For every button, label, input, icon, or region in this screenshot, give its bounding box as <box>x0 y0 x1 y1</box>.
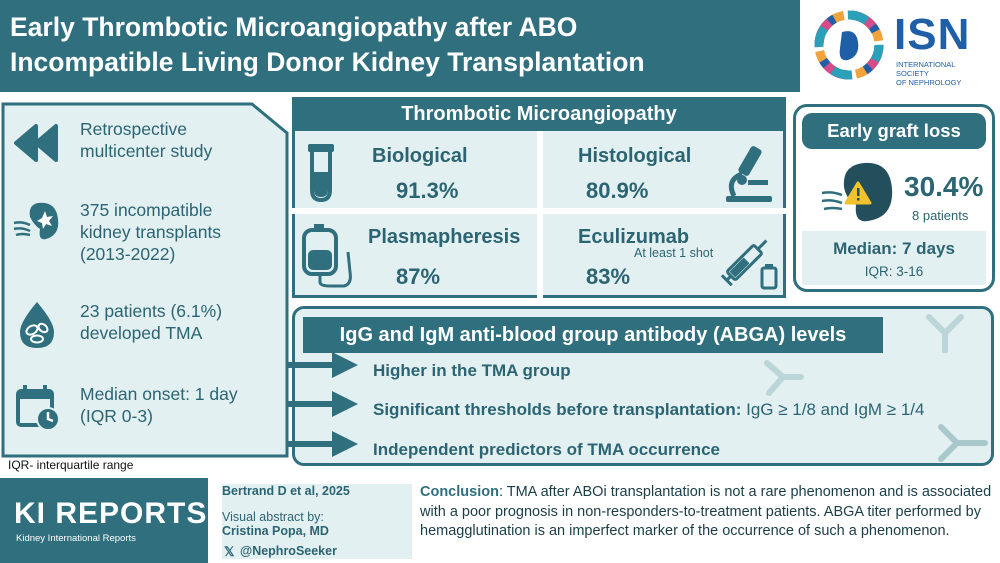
header-banner: Early Thrombotic Microangiopathy after A… <box>0 0 1000 92</box>
antibody-icon <box>764 360 804 396</box>
author-handle[interactable]: @NephroSeeker <box>240 544 337 558</box>
visual-abstract-by: Visual abstract by: <box>222 510 324 524</box>
abga-arrows <box>288 352 358 457</box>
histological-label: Histological <box>578 145 692 167</box>
eculizumab-value: 83% <box>586 264 631 289</box>
left-item-line: Median onset: 1 day <box>80 384 238 404</box>
graft-loss-percent: 30.4% <box>904 171 984 202</box>
eculizumab-label: Eculizumab <box>578 226 690 248</box>
citation: Bertrand D et al, 2025 <box>222 484 350 498</box>
arrow-icon <box>288 431 358 457</box>
left-item-onset: Median onset: 1 day (IQR 0-3) <box>12 383 238 433</box>
abga-title: IgG and IgM anti-blood group antibody (A… <box>303 317 883 353</box>
conclusion-label: Conclusion <box>420 484 499 500</box>
abga-row-3-text: Independent predictors of TMA occurrence <box>373 440 720 459</box>
ki-reports-banner <box>0 478 208 563</box>
left-item-transplants: 375 incompatible kidney transplants (201… <box>12 199 221 265</box>
early-graft-loss-panel: Early graft loss 30.4% 8 patients Median… <box>793 104 995 292</box>
left-item-line: Retrospective <box>80 119 187 139</box>
isn-logo-text: ISN <box>894 10 971 59</box>
biological-value: 91.3% <box>396 178 459 203</box>
isn-sub-line-2: OF NEPHROLOGY <box>896 78 962 87</box>
abga-row-2: Significant thresholds before transplant… <box>373 400 924 420</box>
left-item-study: Retrospective multicenter study <box>12 118 212 168</box>
kidney-warning-icon <box>821 162 893 222</box>
rewind-icon <box>14 124 58 162</box>
iqr-footnote: IQR- interquartile range <box>8 458 134 472</box>
blood-drop-icon <box>20 302 54 348</box>
iv-bag-icon <box>302 224 352 288</box>
author-name: Cristina Popa, MD <box>222 524 329 538</box>
isn-logo-subtitle: INTERNATIONAL SOCIETY OF NEPHROLOGY <box>896 60 986 87</box>
isn-ring-icon <box>814 10 884 80</box>
graft-loss-median-box: Median: 7 days IQR: 3-16 <box>802 231 986 285</box>
left-item-tma: 23 patients (6.1%) developed TMA <box>12 300 222 350</box>
kidney-icon <box>13 202 59 240</box>
histological-value: 80.9% <box>586 178 649 203</box>
tma-title: Thrombotic Microangiopathy <box>292 97 786 131</box>
ki-reports-logo: KI REPORTS <box>14 497 208 530</box>
graft-loss-iqr: IQR: 3-16 <box>864 264 924 279</box>
biological-label: Biological <box>372 145 468 167</box>
abga-row-3: Independent predictors of TMA occurrence <box>373 440 720 460</box>
microscope-icon <box>726 146 772 202</box>
left-item-line: multicenter study <box>80 141 213 161</box>
left-item-line: kidney transplants <box>80 222 222 242</box>
left-item-line: (2013-2022) <box>80 244 176 264</box>
left-item-text: Retrospective multicenter study <box>80 118 212 162</box>
antibody-icon <box>926 314 964 353</box>
left-item-line: (IQR 0-3) <box>80 406 153 426</box>
plasmapheresis-label: Plasmapheresis <box>368 226 521 248</box>
abga-row-1-text: Higher in the TMA group <box>373 361 571 380</box>
isn-logo: ISN INTERNATIONAL SOCIETY OF NEPHROLOGY <box>800 0 1000 92</box>
page-title: Early Thrombotic Microangiopathy after A… <box>10 10 790 80</box>
x-logo-icon: 𝕏 <box>224 544 235 559</box>
eculizumab-note: At least 1 shot <box>634 246 714 260</box>
abga-row-2-rest: IgG ≥ 1/8 and IgM ≥ 1/4 <box>741 400 925 419</box>
isn-sub-line-1: INTERNATIONAL SOCIETY <box>896 60 956 78</box>
left-item-line: developed TMA <box>80 323 203 343</box>
abga-row-2-bold: Significant thresholds before transplant… <box>373 400 742 419</box>
syringe-icon <box>720 239 778 290</box>
test-tube-icon <box>308 144 334 202</box>
early-graft-loss-title: Early graft loss <box>802 113 986 149</box>
left-panel <box>1 102 289 458</box>
arrow-icon <box>288 391 358 417</box>
plasmapheresis-value: 87% <box>396 264 441 289</box>
credits-box: Bertrand D et al, 2025 Visual abstract b… <box>222 484 412 559</box>
calendar-clock-icon <box>16 385 60 431</box>
graft-loss-median: Median: 7 days <box>833 239 955 258</box>
title-line-1: Early Thrombotic Microangiopathy after A… <box>10 12 578 42</box>
tma-divider-horizontal <box>292 208 786 214</box>
left-item-line: 375 incompatible <box>80 200 213 220</box>
left-item-text: 375 incompatible kidney transplants (201… <box>80 199 221 265</box>
abga-row-1: Higher in the TMA group <box>373 361 571 381</box>
left-item-text: 23 patients (6.1%) developed TMA <box>80 300 222 344</box>
conclusion: Conclusion: TMA after ABOi transplantati… <box>420 483 994 542</box>
left-item-text: Median onset: 1 day (IQR 0-3) <box>80 383 238 427</box>
conclusion-text: : TMA after ABOi transplantation is not … <box>420 484 992 539</box>
left-item-line: 23 patients (6.1%) <box>80 301 223 321</box>
antibody-icon <box>938 424 988 462</box>
graft-loss-patients: 8 patients <box>912 208 969 223</box>
title-line-2: Incompatible Living Donor Kidney Transpl… <box>10 47 645 77</box>
abga-panel: IgG and IgM anti-blood group antibody (A… <box>292 306 994 466</box>
ki-reports-subtitle: Kidney International Reports <box>16 533 136 544</box>
arrow-icon <box>288 352 358 378</box>
